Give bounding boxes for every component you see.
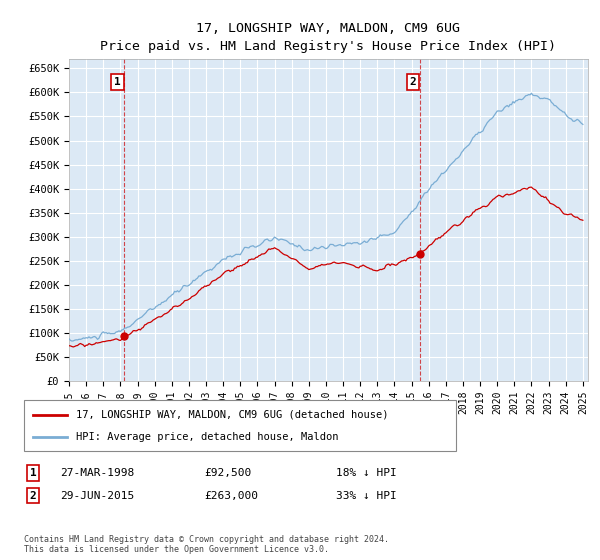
Text: 2: 2 bbox=[410, 77, 416, 87]
Text: £92,500: £92,500 bbox=[204, 468, 251, 478]
Text: HPI: Average price, detached house, Maldon: HPI: Average price, detached house, Mald… bbox=[76, 432, 338, 442]
Text: 17, LONGSHIP WAY, MALDON, CM9 6UG (detached house): 17, LONGSHIP WAY, MALDON, CM9 6UG (detac… bbox=[76, 409, 388, 419]
Text: 1: 1 bbox=[114, 77, 121, 87]
Text: 18% ↓ HPI: 18% ↓ HPI bbox=[336, 468, 397, 478]
Text: 27-MAR-1998: 27-MAR-1998 bbox=[60, 468, 134, 478]
Text: 1: 1 bbox=[29, 468, 37, 478]
Title: 17, LONGSHIP WAY, MALDON, CM9 6UG
Price paid vs. HM Land Registry's House Price : 17, LONGSHIP WAY, MALDON, CM9 6UG Price … bbox=[101, 22, 557, 53]
Text: 33% ↓ HPI: 33% ↓ HPI bbox=[336, 491, 397, 501]
Text: £263,000: £263,000 bbox=[204, 491, 258, 501]
Text: 29-JUN-2015: 29-JUN-2015 bbox=[60, 491, 134, 501]
FancyBboxPatch shape bbox=[24, 400, 456, 451]
Text: 2: 2 bbox=[29, 491, 37, 501]
Text: Contains HM Land Registry data © Crown copyright and database right 2024.
This d: Contains HM Land Registry data © Crown c… bbox=[24, 535, 389, 554]
